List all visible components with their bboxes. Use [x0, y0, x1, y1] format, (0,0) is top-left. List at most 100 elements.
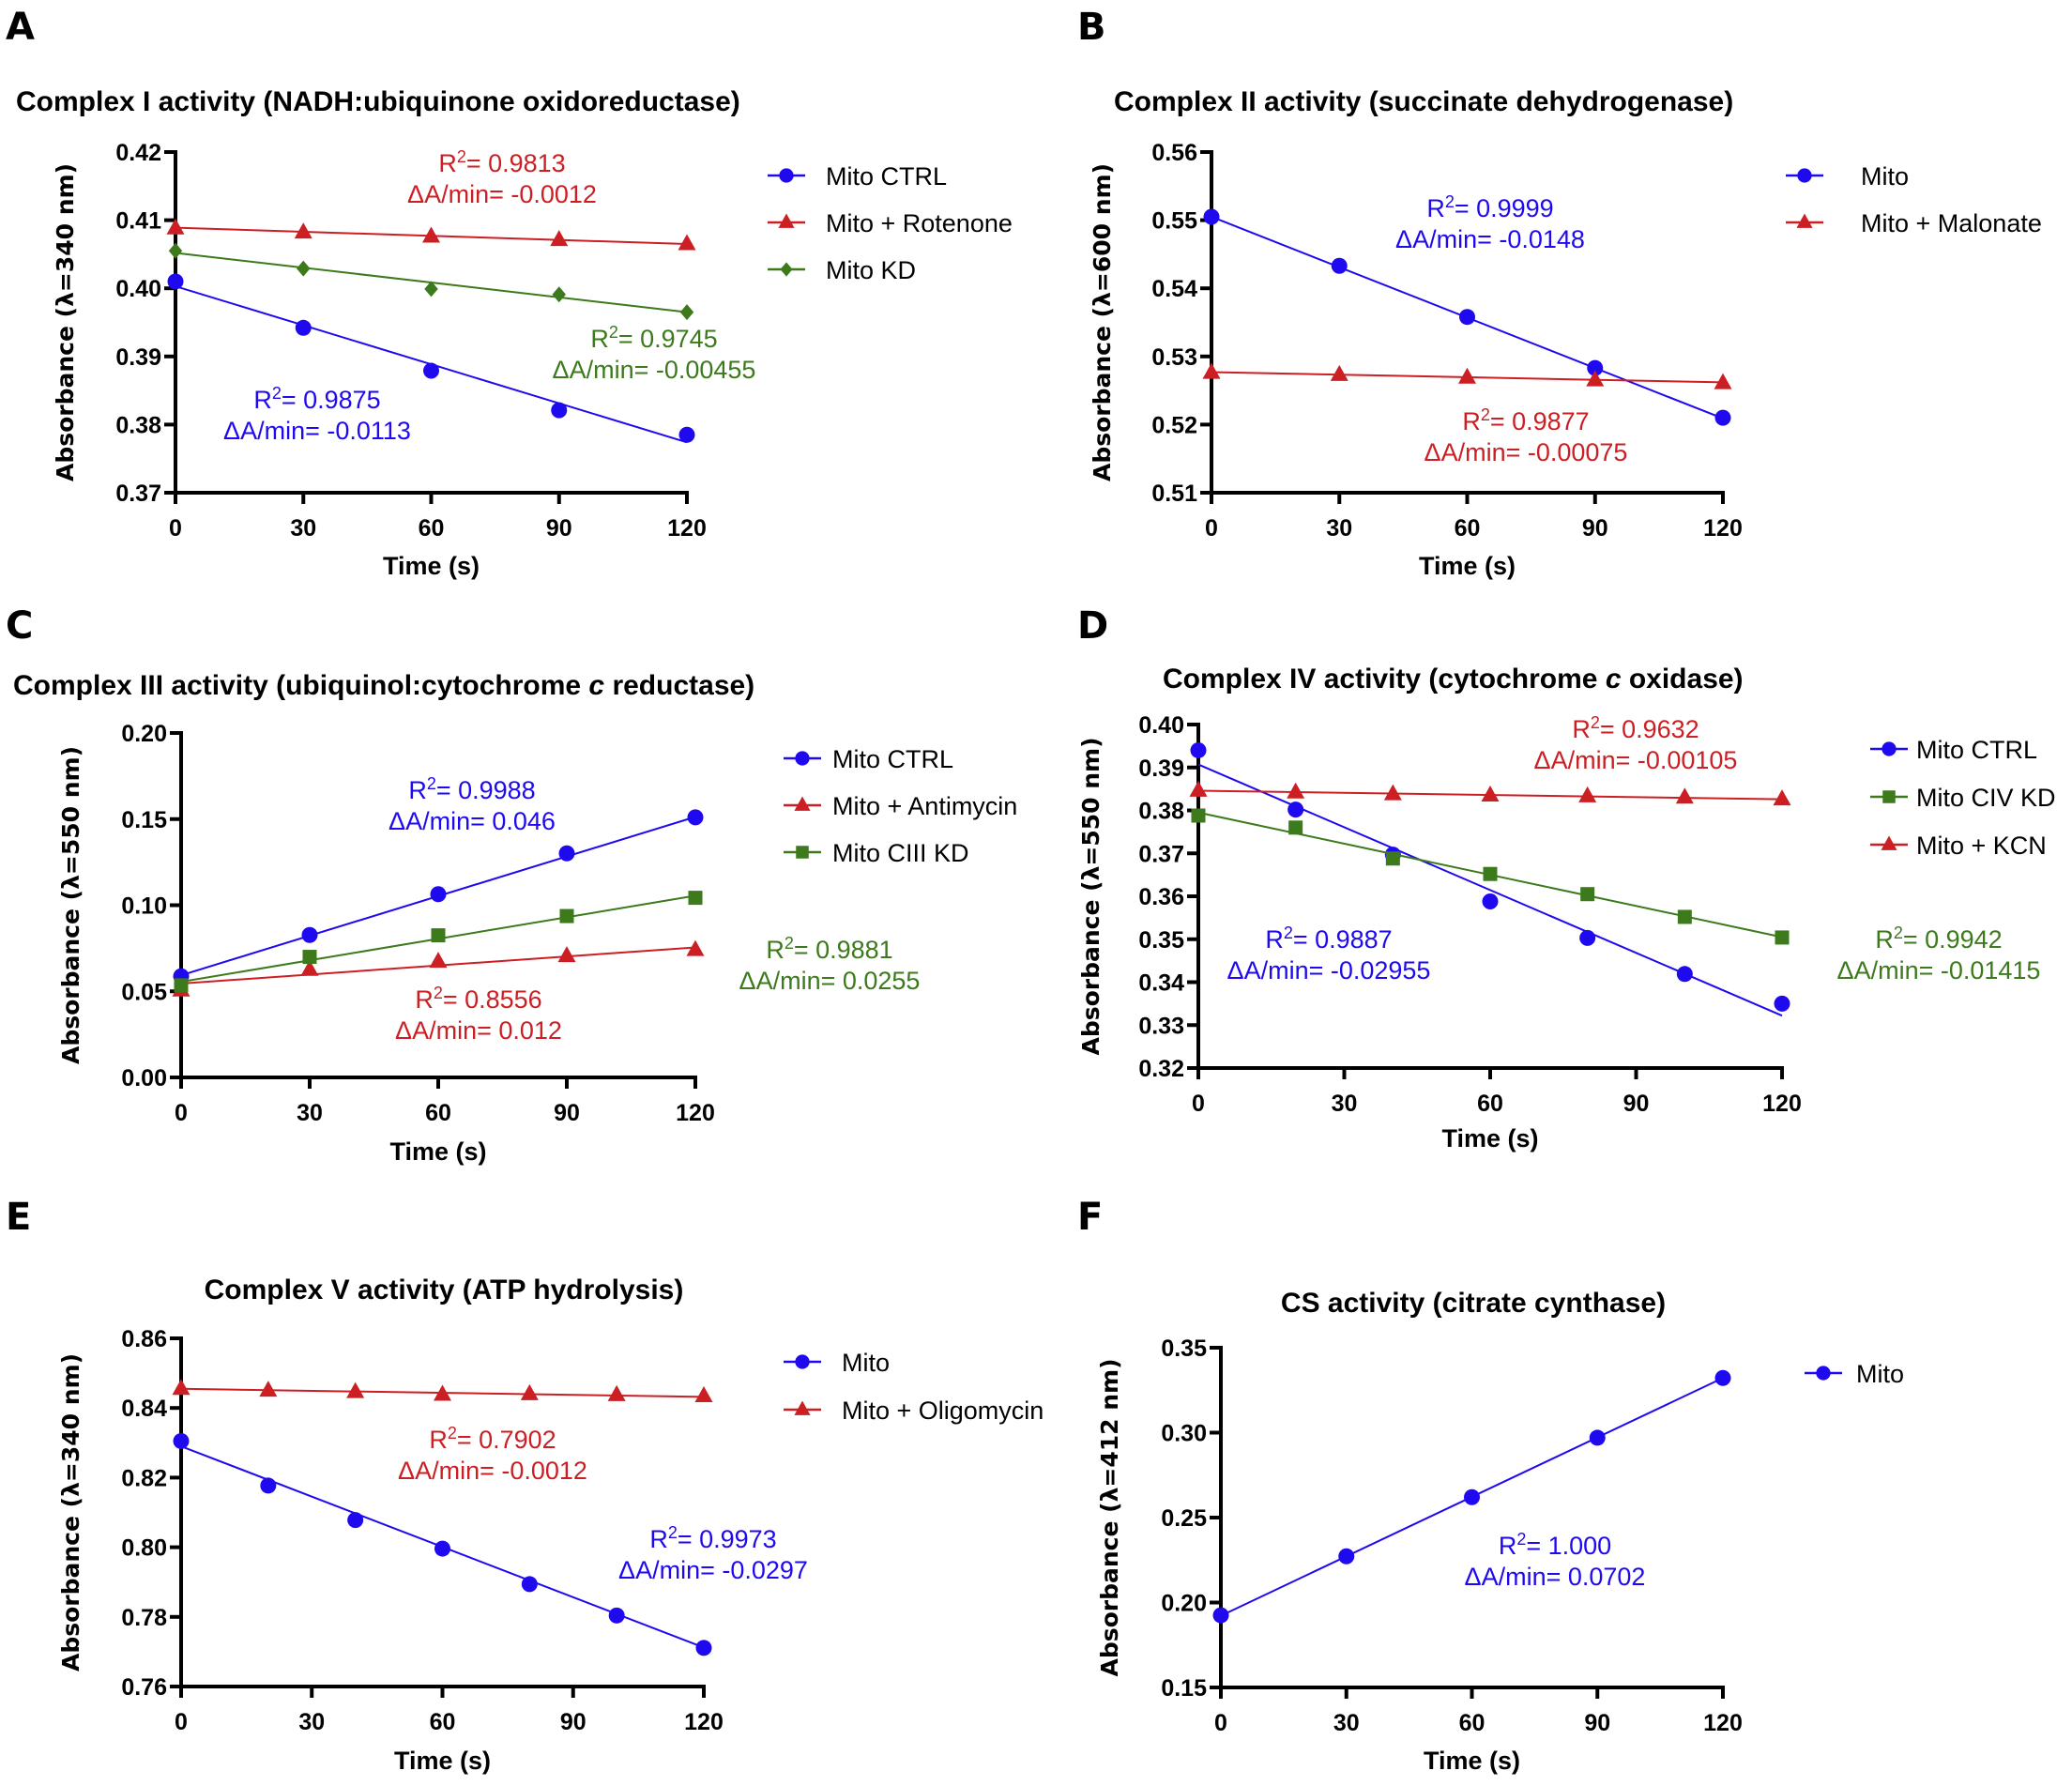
legend-label: Mito CTRL	[1916, 736, 2037, 764]
legend-label: Mito	[842, 1349, 890, 1377]
legend-item: Mito KD	[768, 256, 916, 284]
data-point	[1464, 1488, 1480, 1505]
x-tick-label: 90	[546, 515, 572, 542]
series-mito-kd	[168, 242, 694, 321]
legend-label: Mito CIV KD	[1916, 784, 2056, 812]
r2-symbol: R	[1499, 1532, 1517, 1560]
legend-item: Mito + Antimycin	[784, 792, 1017, 820]
x-tick-label: 120	[684, 1709, 724, 1735]
y-tick-label: 0.84	[121, 1396, 167, 1422]
y-tick-label: 0.52	[1151, 412, 1197, 438]
data-point	[1331, 257, 1348, 274]
y-tick-label: 0.39	[115, 344, 161, 371]
r2-annotation: R2= 0.9813	[438, 147, 565, 177]
series-mito-ctrl	[167, 273, 695, 444]
y-tick-label: 0.82	[121, 1465, 167, 1491]
r2-superscript: 2	[668, 1523, 678, 1542]
slope-annotation: ΔA/min= 0.046	[388, 807, 556, 835]
data-point	[679, 304, 694, 321]
y-tick-label: 0.34	[1138, 970, 1184, 997]
y-tick-label: 0.10	[121, 893, 167, 920]
r2-symbol: R	[1462, 407, 1481, 435]
legend-item: Mito CTRL	[1870, 736, 2037, 764]
legend-item: Mito CIII KD	[784, 839, 969, 867]
x-tick-label: 90	[1623, 1091, 1650, 1117]
data-point	[301, 926, 318, 943]
series-mito-malonate	[1202, 362, 1732, 389]
x-tick-label: 120	[667, 515, 707, 542]
data-point	[166, 218, 185, 235]
data-point	[1330, 364, 1348, 381]
y-tick-label: 0.56	[1151, 140, 1197, 166]
data-point	[1714, 409, 1731, 426]
data-point	[1714, 1369, 1731, 1386]
series-mito-kcn	[1189, 780, 1791, 806]
chart-title: Complex III activity (ubiquinol:cytochro…	[13, 670, 754, 701]
panel-c: C Complex III activity (ubiquinol:cytochr…	[6, 604, 1017, 1166]
data-point	[1459, 309, 1475, 326]
r2-superscript: 2	[1445, 192, 1455, 211]
legend-item: Mito + Malonate	[1786, 209, 2042, 237]
legend-item: Mito + Oligomycin	[784, 1397, 1044, 1425]
data-point	[294, 222, 312, 239]
r2-symbol: R	[1875, 925, 1894, 954]
x-tick-label: 120	[1703, 515, 1743, 542]
series-mito-ctrl	[173, 809, 704, 985]
r2-annotation: R2= 0.9881	[766, 934, 892, 964]
slope-annotation: ΔA/min= -0.0012	[407, 180, 597, 208]
series-mito-ctrl	[1190, 741, 1790, 1017]
data-point	[1288, 820, 1303, 835]
r2-superscript: 2	[1516, 1530, 1526, 1549]
legend-marker-triangle-icon	[1796, 213, 1813, 228]
x-tick-label: 120	[1703, 1710, 1743, 1736]
data-point	[1458, 367, 1476, 384]
series-mito-ciii-kd	[174, 891, 703, 993]
legend-marker-circle-icon	[795, 751, 810, 766]
data-point	[558, 845, 575, 862]
panel-letter: D	[1077, 604, 1108, 648]
series-mito-rotenone	[166, 218, 696, 251]
legend-item: Mito CTRL	[784, 745, 953, 773]
data-point	[167, 273, 184, 290]
x-tick-label: 30	[298, 1709, 325, 1735]
y-tick-label: 0.53	[1151, 344, 1197, 371]
series-mito-civ-kd	[1191, 808, 1790, 945]
panel-e: E Complex V activity (ATP hydrolysis) 0.76…	[6, 1196, 1044, 1775]
r2-annotation: R2= 0.9887	[1265, 924, 1392, 954]
r2-symbol: R	[649, 1525, 668, 1553]
legend-label: Mito + KCN	[1916, 832, 2047, 860]
data-point	[1675, 787, 1694, 804]
r2-superscript: 2	[1284, 924, 1293, 942]
x-tick-label: 90	[560, 1709, 587, 1735]
x-tick-label: 60	[1455, 515, 1481, 542]
data-point	[429, 952, 448, 969]
x-axis-title: Time (s)	[1424, 1747, 1520, 1775]
data-point	[678, 234, 696, 251]
legend-label: Mito + Oligomycin	[842, 1397, 1044, 1425]
data-point	[302, 950, 317, 965]
x-axis-title: Time (s)	[389, 1137, 486, 1166]
data-point	[1189, 780, 1208, 797]
r2-superscript: 2	[457, 147, 466, 166]
legend-marker-circle-icon	[779, 168, 794, 183]
slope-annotation: ΔA/min= -0.00455	[553, 356, 756, 384]
y-tick-label: 0.80	[121, 1535, 167, 1562]
r2-superscript: 2	[1894, 924, 1903, 942]
r2-symbol: R	[415, 985, 434, 1014]
legend-marker-circle-icon	[1816, 1366, 1831, 1381]
r2-annotation: R2= 0.7902	[429, 1424, 556, 1454]
chart-title-part: reductase)	[604, 670, 754, 701]
y-axis-title: Absorbance (λ=600 nm)	[1089, 163, 1116, 481]
slope-annotation: ΔA/min= -0.00105	[1534, 746, 1738, 774]
y-tick-label: 0.35	[1138, 927, 1184, 954]
data-point	[520, 1383, 539, 1400]
legend-label: Mito	[1856, 1360, 1904, 1388]
data-point	[678, 426, 695, 443]
r2-annotation: R2= 0.9877	[1462, 405, 1589, 435]
y-tick-label: 0.36	[1138, 884, 1184, 910]
r2-value: = 0.9988	[436, 776, 536, 804]
r2-value: = 0.9813	[466, 149, 566, 177]
data-point	[1579, 929, 1596, 946]
r2-annotation: R2= 0.9973	[649, 1523, 776, 1553]
panel-letter: E	[6, 1196, 31, 1239]
